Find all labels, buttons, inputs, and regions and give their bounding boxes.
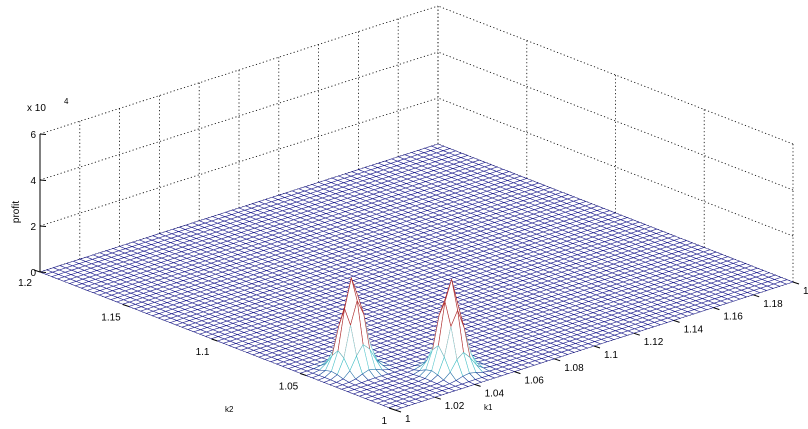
z-tick-label: 6 <box>30 130 36 141</box>
grid-line <box>39 97 439 227</box>
x-tick-label: 1 <box>405 414 411 425</box>
x-tick-mark <box>673 319 680 323</box>
z-exponent-label: x 10 <box>27 103 46 114</box>
grid-line <box>437 97 794 237</box>
x-tick-mark <box>394 409 402 413</box>
y-tick-label: 1.1 <box>196 347 210 358</box>
x-tick-mark <box>434 396 441 400</box>
y-tick-label: 1.2 <box>18 278 32 289</box>
z-tick-mark <box>39 271 47 273</box>
x-tick-label: 1.2 <box>803 286 808 297</box>
grid-line <box>39 51 439 181</box>
x-tick-mark <box>593 345 601 349</box>
x-tick-label: 1.12 <box>644 337 664 348</box>
x-tick-mark <box>792 281 800 285</box>
x-tick-label: 1.06 <box>524 376 544 387</box>
x-tick-mark <box>753 294 760 298</box>
x-tick-mark <box>633 332 640 336</box>
x-axis-label: k1 <box>484 403 493 412</box>
z-tick-mark <box>39 225 47 227</box>
x-tick-label: 1.02 <box>445 401 465 412</box>
y-tick-label: 1 <box>381 416 387 427</box>
x-tick-mark <box>514 371 521 375</box>
z-exponent-power: 4 <box>64 97 69 106</box>
x-tick-mark <box>713 307 720 311</box>
z-axis-label: profit <box>11 201 22 223</box>
x-tick-mark <box>554 358 561 362</box>
y-axis-label: k2 <box>225 405 234 414</box>
x-tick-label: 1.08 <box>564 363 584 374</box>
x-tick-label: 1.16 <box>723 312 743 323</box>
x-tick-mark <box>474 383 481 387</box>
x-tick-label: 1.18 <box>763 299 783 310</box>
z-tick-mark <box>39 179 47 181</box>
grid-line <box>437 51 794 191</box>
x-tick-label: 1.14 <box>684 324 704 335</box>
z-tick-label: 4 <box>30 176 36 187</box>
grid-line <box>437 5 794 145</box>
x-tick-label: 1.04 <box>485 388 505 399</box>
x-tick-label: 1.1 <box>604 350 618 361</box>
y-tick-label: 1.05 <box>279 382 299 393</box>
z-tick-label: 2 <box>30 222 36 233</box>
grid-line <box>39 5 439 135</box>
y-tick-label: 1.15 <box>101 313 121 324</box>
z-tick-mark <box>39 133 47 135</box>
surface-mesh <box>39 143 794 411</box>
